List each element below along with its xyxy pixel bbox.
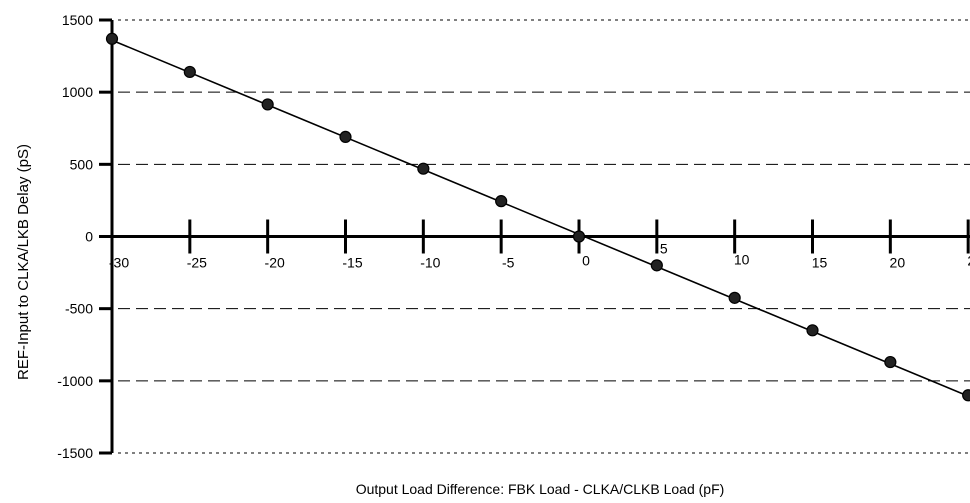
data-point (417, 162, 430, 175)
tick-labels: 1500 1000 500 0 -500 -1000 -1500 -30 -25 -20 -15 -1… (57, 12, 970, 461)
data-point (183, 65, 196, 79)
x-tick-label: -5 (502, 255, 515, 271)
data-point (572, 230, 586, 243)
x-tick-label: 5 (660, 241, 668, 257)
y-tick-label: 0 (85, 229, 93, 245)
y-tick-label: -500 (65, 301, 93, 317)
x-tick-label: 0 (582, 253, 590, 269)
x-tick-label: -20 (265, 255, 285, 271)
x-tick-label: 15 (812, 255, 828, 271)
x-tick-label: -30 (109, 255, 129, 271)
data-points (105, 32, 970, 402)
y-tick-label: -1000 (57, 373, 93, 389)
x-tick-label: -10 (420, 255, 440, 271)
data-point (806, 324, 819, 337)
y-axis-title: REF-Input to CLKA/LKB Delay (pS) (15, 144, 32, 380)
x-axis-title: Output Load Difference: FBK Load - CLKA/… (356, 481, 725, 497)
gridlines (118, 19, 970, 454)
y-tick-label: 1500 (62, 12, 93, 28)
y-tick-label: 500 (70, 156, 94, 172)
axes (99, 18, 970, 455)
y-tick-label: -1500 (57, 445, 93, 461)
x-tick-label: -15 (342, 255, 362, 271)
data-point (105, 32, 119, 45)
trendline-layer (111, 39, 970, 398)
x-tick-label: 10 (734, 252, 750, 268)
data-point (728, 291, 741, 304)
x-tick-label: 20 (890, 255, 906, 271)
x-tick-label: -25 (187, 255, 207, 271)
x-tick-label: 25 (967, 253, 970, 269)
data-point (339, 130, 352, 144)
data-point (884, 355, 897, 369)
data-point (650, 259, 663, 272)
data-point (962, 389, 970, 402)
data-point (261, 98, 274, 111)
data-point (495, 195, 508, 208)
y-tick-label: 1000 (62, 84, 93, 100)
trendline (111, 39, 970, 398)
